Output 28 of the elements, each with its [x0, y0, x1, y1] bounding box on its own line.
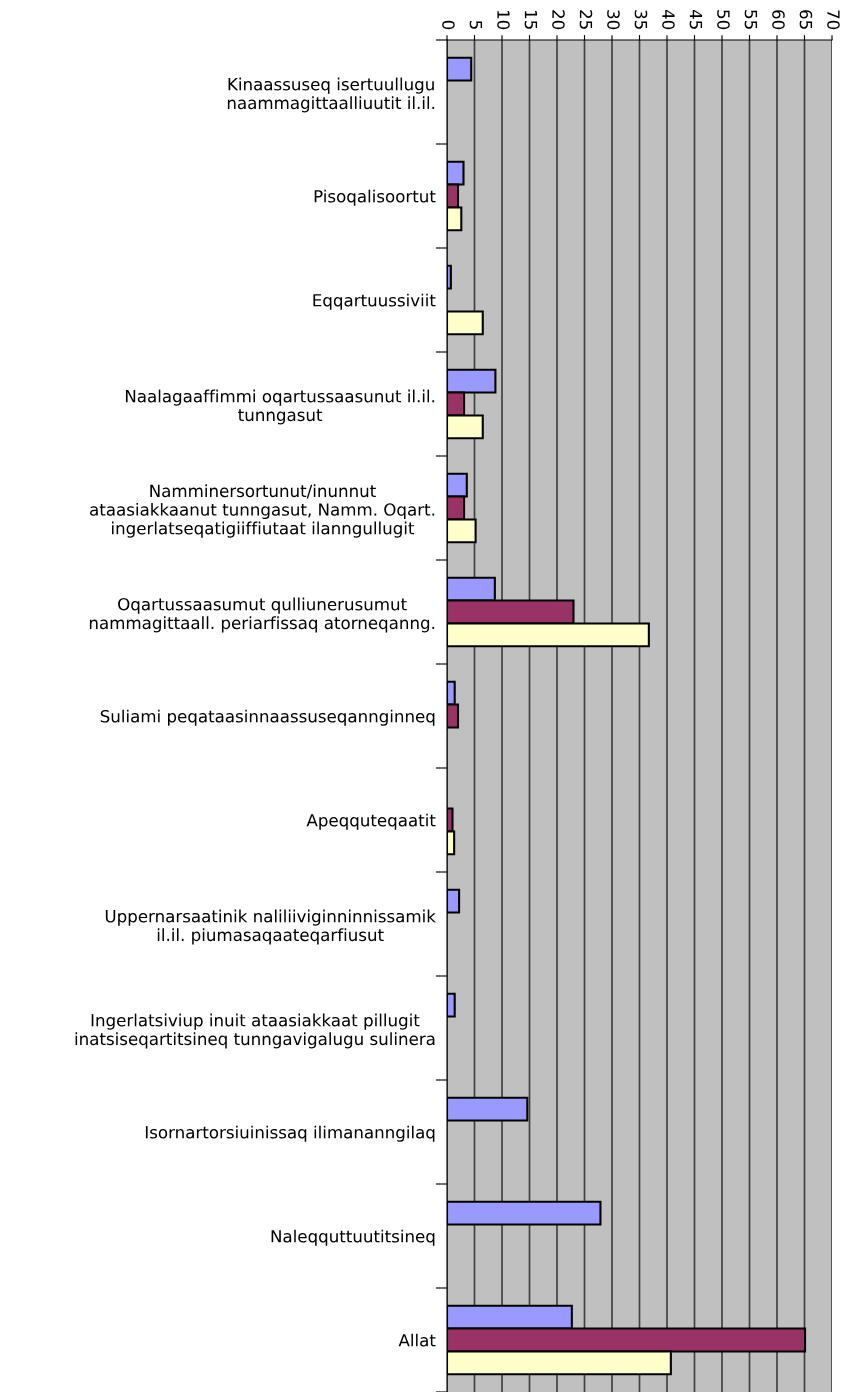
y-tick-label: Oqartussaasumut qulliunerusumut nammagittaall. periarfissaq atorneqanng. [89, 597, 435, 633]
y-tick-label: Pisoqalisoortut [314, 189, 436, 206]
x-tick-label: 70 [827, 10, 840, 30]
y-tick-label: Naalagaaffimmi oqartussaasunut il.il. tunngasut [125, 389, 435, 425]
y-tick-label: Eqqartuussiviit [313, 293, 436, 310]
x-tick-label: 60 [772, 10, 785, 30]
y-tick-label: Allat [398, 1333, 436, 1347]
x-tick-label: 20 [552, 10, 565, 30]
x-tick-label: 55 [744, 10, 758, 29]
x-tick-label: 10 [497, 10, 510, 30]
x-tick-label: 30 [607, 10, 620, 30]
x-tick-label: 65 [799, 10, 813, 29]
y-tick-label: Namminersortunut/inunnut ataasiakkaanut tunngasut, Namm. Oqart. ingerlatseqatigiiffiutaat ilanngullugit [90, 484, 435, 538]
y-tick-label: Ingerlatsiviup inuit ataasiakkaat pillugit inatsiseqartitsineq tunngavigalugu sulinera [75, 1013, 435, 1049]
x-tick-label: 25 [579, 10, 593, 29]
y-tick-label: Suliami peqataasinnaassuseqannginneq [100, 709, 435, 726]
x-tick-label: 5 [469, 20, 483, 29]
x-tick-label: 35 [634, 10, 648, 29]
x-tick-label: 40 [662, 9, 675, 30]
y-tick-label: Naleqquttuutitsineq [271, 1229, 435, 1246]
y-tick-label: Apeqquteqaatit [306, 813, 436, 830]
x-tick-label: 45 [689, 9, 703, 29]
y-tick-label: Uppernarsaatinik naliliiviginninnissamik il.il. piumasaqaateqarfiusut [105, 909, 436, 945]
y-tick-label: Isornartorsiuinissaq ilimananngilaq [145, 1125, 435, 1142]
x-tick-label: 0 [442, 20, 455, 30]
x-tick-label: 50 [717, 10, 730, 30]
y-tick-label: Kinaassuseq isertuullugu naammagittaalliuutit il.il. [227, 77, 435, 113]
x-tick-label: 15 [524, 10, 538, 29]
